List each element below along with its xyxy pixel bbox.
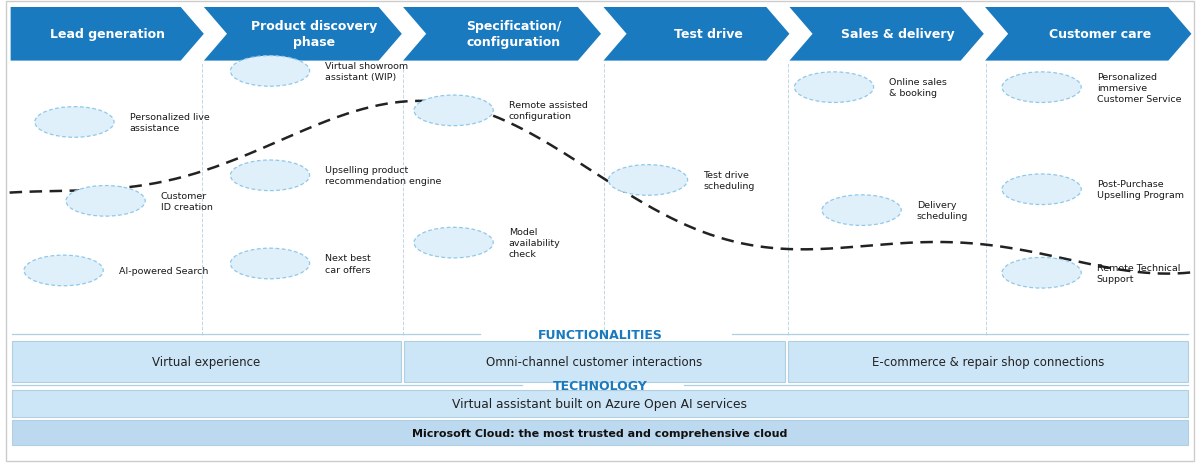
Text: TECHNOLOGY: TECHNOLOGY (553, 379, 647, 392)
Text: Virtual assistant built on Azure Open AI services: Virtual assistant built on Azure Open AI… (452, 397, 748, 410)
Text: Delivery
scheduling: Delivery scheduling (917, 200, 968, 221)
Circle shape (1002, 258, 1081, 288)
Circle shape (24, 256, 103, 286)
Text: FUNCTIONALITIES: FUNCTIONALITIES (538, 328, 662, 341)
Circle shape (35, 107, 114, 138)
Polygon shape (787, 7, 985, 63)
Circle shape (608, 165, 688, 196)
FancyBboxPatch shape (788, 341, 1188, 382)
FancyBboxPatch shape (12, 390, 1188, 417)
FancyBboxPatch shape (12, 420, 1188, 445)
Text: Remote Technical
Support: Remote Technical Support (1097, 263, 1180, 283)
FancyBboxPatch shape (404, 341, 785, 382)
Circle shape (1002, 73, 1081, 103)
Text: Personalized
immersive
Customer Service: Personalized immersive Customer Service (1097, 72, 1181, 104)
Polygon shape (10, 7, 205, 63)
Text: Virtual showroom
assistant (WIP): Virtual showroom assistant (WIP) (325, 62, 408, 82)
Text: Personalized live
assistance: Personalized live assistance (130, 113, 209, 133)
Circle shape (414, 228, 493, 258)
Text: Test drive
scheduling: Test drive scheduling (703, 170, 755, 191)
Text: Specification/
configuration: Specification/ configuration (466, 20, 562, 49)
Polygon shape (601, 7, 791, 63)
Circle shape (822, 195, 901, 226)
Circle shape (794, 73, 874, 103)
Text: Upselling product
recommendation engine: Upselling product recommendation engine (325, 166, 442, 186)
Circle shape (414, 96, 493, 126)
Text: Next best
car offers: Next best car offers (325, 254, 371, 274)
Text: Virtual experience: Virtual experience (152, 355, 260, 368)
Circle shape (230, 249, 310, 279)
Text: Post-Purchase
Upselling Program: Post-Purchase Upselling Program (1097, 180, 1183, 200)
Text: E-commerce & repair shop connections: E-commerce & repair shop connections (872, 355, 1104, 368)
Circle shape (66, 186, 145, 217)
Text: Sales & delivery: Sales & delivery (841, 28, 955, 41)
Polygon shape (401, 7, 602, 63)
Polygon shape (202, 7, 403, 63)
Text: Product discovery
phase: Product discovery phase (251, 20, 378, 49)
Text: Omni-channel customer interactions: Omni-channel customer interactions (486, 355, 703, 368)
Circle shape (230, 161, 310, 191)
Text: Microsoft Cloud: the most trusted and comprehensive cloud: Microsoft Cloud: the most trusted and co… (413, 428, 787, 438)
FancyBboxPatch shape (12, 341, 401, 382)
Text: Test drive: Test drive (673, 28, 743, 41)
Polygon shape (983, 7, 1193, 63)
Text: Customer care: Customer care (1049, 28, 1151, 41)
Circle shape (230, 56, 310, 87)
Text: Model
availability
check: Model availability check (509, 227, 560, 259)
Text: AI-powered Search: AI-powered Search (119, 266, 208, 275)
Text: Online sales
& booking: Online sales & booking (889, 78, 947, 98)
Text: Lead generation: Lead generation (50, 28, 164, 41)
Text: Customer
ID creation: Customer ID creation (161, 191, 212, 212)
Text: Remote assisted
configuration: Remote assisted configuration (509, 101, 588, 121)
Circle shape (1002, 175, 1081, 205)
